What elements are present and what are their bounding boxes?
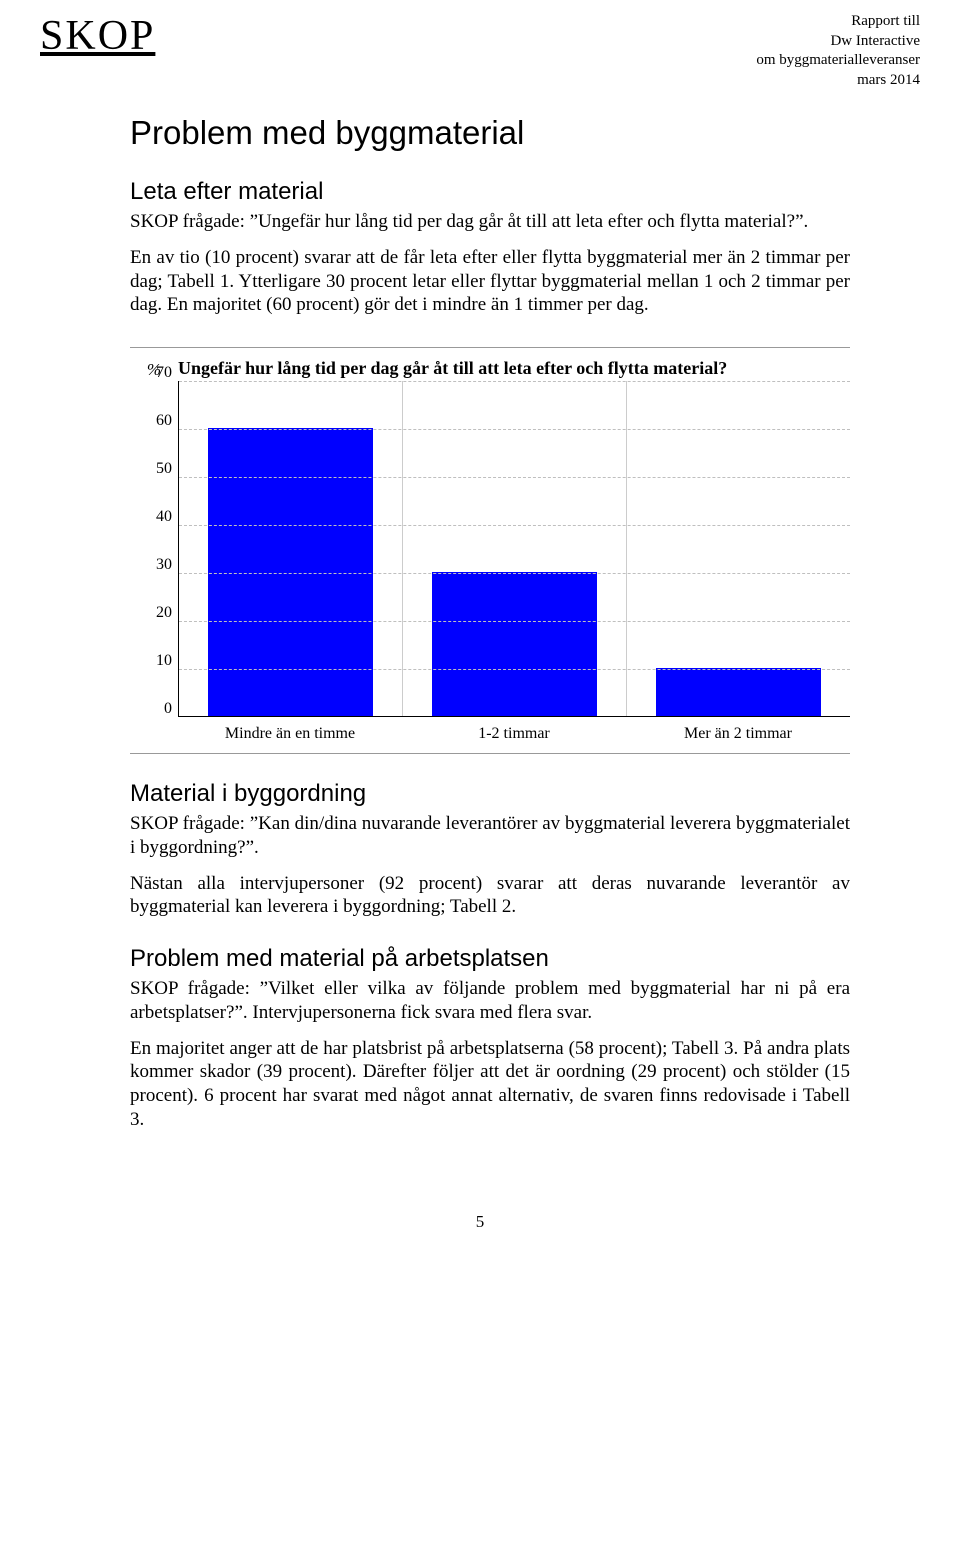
paragraph: SKOP frågade: ”Kan din/dina nuvarande le… — [130, 812, 850, 860]
header-line: Dw Interactive — [756, 32, 920, 52]
header-line: om byggmaterialleveranser — [756, 51, 920, 71]
bar-chart: % Ungefär hur lång tid per dag går åt ti… — [130, 347, 850, 754]
chart-bar — [208, 428, 373, 716]
chart-gridline — [179, 621, 850, 622]
chart-bar-slot — [179, 381, 403, 716]
section-heading-1: Leta efter material — [130, 178, 850, 206]
header-line: Rapport till — [756, 12, 920, 32]
chart-bar — [656, 668, 821, 716]
header-meta: Rapport till Dw Interactive om byggmater… — [756, 12, 920, 90]
chart-gridline — [179, 429, 850, 430]
chart-gridline — [179, 573, 850, 574]
page-content: Problem med byggmaterial Leta efter mate… — [40, 114, 920, 1132]
brand-logo: SKOP — [40, 12, 155, 60]
chart-x-label: Mer än 2 timmar — [626, 725, 850, 743]
page-header: SKOP Rapport till Dw Interactive om bygg… — [40, 12, 920, 90]
chart-x-label: 1-2 timmar — [402, 725, 626, 743]
chart-x-axis: Mindre än en timme1-2 timmarMer än 2 tim… — [178, 725, 850, 743]
chart-x-label: Mindre än en timme — [178, 725, 402, 743]
paragraph: SKOP frågade: ”Ungefär hur lång tid per … — [130, 210, 850, 234]
chart-bars — [179, 381, 850, 716]
chart-title: Ungefär hur lång tid per dag går åt till… — [178, 358, 727, 379]
section-heading-3: Problem med material på arbetsplatsen — [130, 945, 850, 973]
chart-bar-slot — [627, 381, 850, 716]
chart-y-axis: 706050403020100 — [130, 381, 178, 717]
chart-gridline — [179, 381, 850, 382]
paragraph: Nästan alla intervjupersoner (92 procent… — [130, 872, 850, 920]
chart-plot-area — [178, 381, 850, 717]
chart-bar-slot — [403, 381, 627, 716]
paragraph: SKOP frågade: ”Vilket eller vilka av föl… — [130, 977, 850, 1025]
header-line: mars 2014 — [756, 71, 920, 91]
page-number: 5 — [40, 1212, 920, 1232]
paragraph: En av tio (10 procent) svarar att de får… — [130, 246, 850, 317]
chart-gridline — [179, 477, 850, 478]
section-heading-2: Material i byggordning — [130, 780, 850, 808]
chart-gridline — [179, 525, 850, 526]
paragraph: En majoritet anger att de har platsbrist… — [130, 1037, 850, 1132]
chart-bar — [432, 572, 597, 716]
page-title: Problem med byggmaterial — [130, 114, 850, 152]
chart-gridline — [179, 669, 850, 670]
